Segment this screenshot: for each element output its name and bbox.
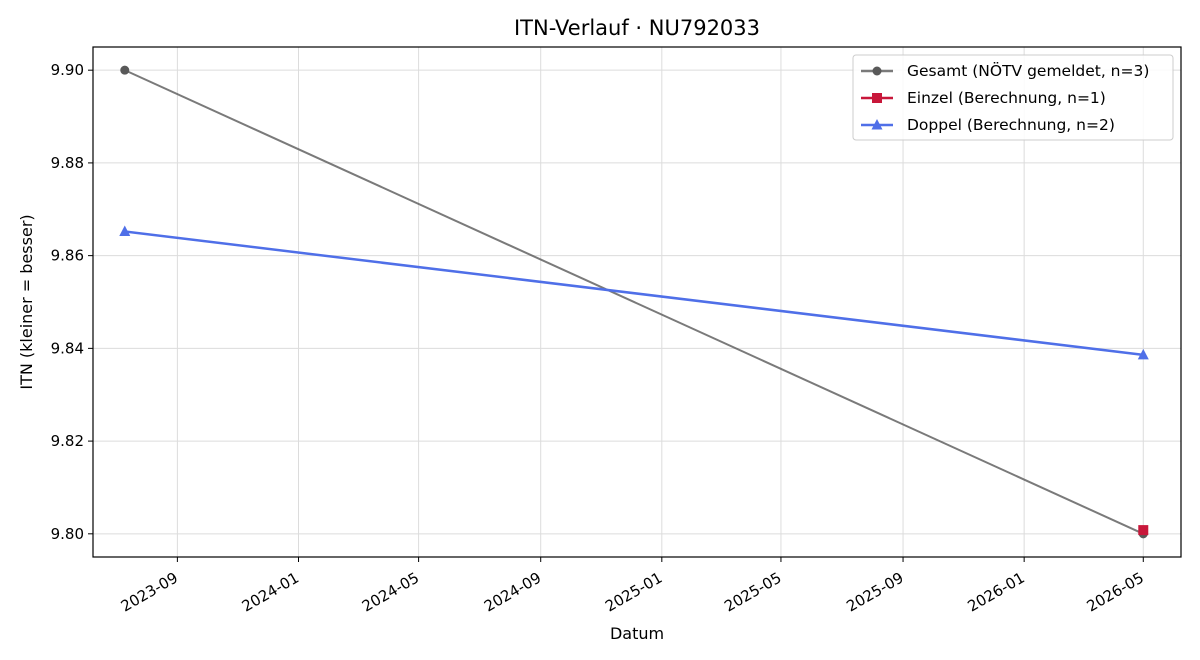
y-tick-label: 9.80 [51,525,84,543]
legend-label: Gesamt (NÖTV gemeldet, n=3) [907,61,1149,80]
series-triangle [119,225,1149,360]
y-tick-label: 9.86 [51,247,84,265]
legend-item: Gesamt (NÖTV gemeldet, n=3) [861,61,1149,80]
legend-marker [871,119,883,130]
data-point [1138,525,1149,536]
legend: Gesamt (NÖTV gemeldet, n=3) Einzel (Berec… [852,54,1174,141]
legend-marker [872,93,882,103]
data-point [1137,348,1149,360]
data-point [120,65,130,75]
y-axis-title: ITN (kleiner = besser) [17,214,36,389]
legend-label: Einzel (Berechnung, n=1) [907,89,1106,107]
legend-item: Doppel (Berechnung, n=2) [861,116,1115,134]
data-point [119,225,131,237]
legend-label: Doppel (Berechnung, n=2) [907,116,1115,134]
y-tick-label: 9.84 [51,339,84,357]
y-tick-label: 9.88 [51,154,84,172]
legend-item: Einzel (Berechnung, n=1) [861,89,1106,107]
series-layer [119,65,1149,539]
series-line [124,69,1144,535]
legend-box [852,54,1174,141]
series-square [1138,525,1149,536]
chart-title: ITN-Verlauf · NU792033 [514,16,760,40]
plot-frame [92,46,1182,558]
y-tick-label: 9.82 [51,432,84,450]
x-axis-title: Datum [610,624,664,643]
y-tick-label: 9.90 [51,61,84,79]
legend-marker [872,66,882,76]
series-line [124,230,1144,357]
